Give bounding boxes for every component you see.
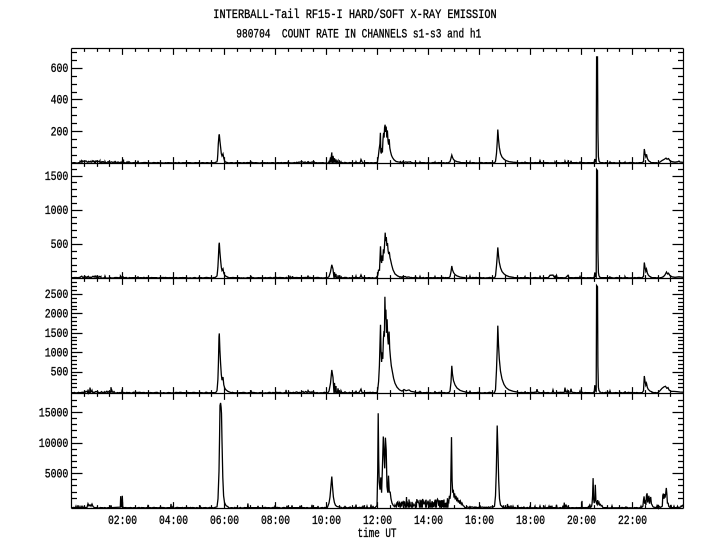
svg-text:5000: 5000 — [45, 466, 69, 481]
svg-text:22:00: 22:00 — [618, 513, 647, 528]
svg-text:980704 COUNT RATE IN CHANNELS: 980704 COUNT RATE IN CHANNELS s1-s3 and … — [236, 27, 481, 42]
svg-text:1500: 1500 — [45, 169, 69, 184]
svg-text:1000: 1000 — [45, 203, 69, 218]
svg-text:15000: 15000 — [39, 405, 69, 420]
svg-text:600: 600 — [51, 61, 69, 76]
svg-text:18:00: 18:00 — [516, 513, 545, 528]
svg-text:14:00: 14:00 — [414, 513, 443, 528]
svg-text:10:00: 10:00 — [312, 513, 341, 528]
svg-text:1500: 1500 — [45, 326, 69, 341]
svg-text:20:00: 20:00 — [567, 513, 596, 528]
svg-text:02:00: 02:00 — [108, 513, 137, 528]
svg-text:INTERBALL-Tail RF15-I HARD/SOF: INTERBALL-Tail RF15-I HARD/SOFT X-RAY EM… — [213, 7, 496, 22]
svg-text:1000: 1000 — [45, 345, 69, 360]
svg-text:10000: 10000 — [39, 436, 69, 451]
svg-text:16:00: 16:00 — [465, 513, 494, 528]
svg-text:2500: 2500 — [45, 287, 69, 302]
svg-text:200: 200 — [51, 124, 69, 139]
svg-text:12:00: 12:00 — [363, 513, 392, 528]
svg-text:time UT: time UT — [358, 526, 397, 541]
svg-text:500: 500 — [51, 365, 69, 380]
svg-text:04:00: 04:00 — [159, 513, 188, 528]
svg-text:2000: 2000 — [45, 307, 69, 322]
svg-text:500: 500 — [51, 237, 69, 252]
svg-text:400: 400 — [51, 93, 69, 108]
svg-text:08:00: 08:00 — [261, 513, 290, 528]
svg-text:06:00: 06:00 — [210, 513, 239, 528]
